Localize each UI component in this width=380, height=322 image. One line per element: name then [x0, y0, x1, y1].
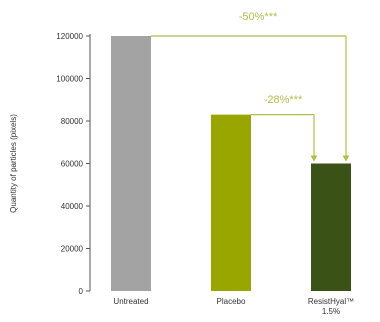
annotation-arrow-head	[310, 155, 318, 162]
y-tick-label: 80000	[61, 117, 84, 126]
category-labels: Untreated Placebo ResistHyal™ 1.5%	[113, 297, 354, 316]
category-label: ResistHyal™ 1.5%	[308, 297, 354, 316]
y-axis-title: Quantity of particles (pixels)	[9, 114, 18, 213]
annotation-label: -50%***	[239, 11, 278, 23]
bar-placebo	[211, 114, 251, 291]
y-tick-label: 120000	[56, 32, 83, 41]
y-tick-label: 40000	[61, 202, 84, 211]
category-label: Placebo	[217, 297, 246, 306]
annotation-arrow-head	[342, 155, 350, 162]
bar-untreated	[111, 36, 151, 291]
y-tick-label: 20000	[61, 245, 84, 254]
y-tick-label: 60000	[61, 160, 84, 169]
bar-resisthyal-1-5	[311, 163, 351, 291]
category-label: Untreated	[113, 297, 148, 306]
y-axis-title-group: Quantity of particles (pixels)	[9, 114, 18, 213]
annotations: -50%*** -28%***	[151, 11, 350, 162]
y-axis: 0 20000 40000 60000 80000 100000 120000	[56, 32, 91, 296]
bars	[111, 36, 351, 291]
annotation-label: -28%***	[264, 94, 303, 106]
y-tick-label: 100000	[56, 75, 83, 84]
y-tick-label: 0	[79, 287, 84, 296]
